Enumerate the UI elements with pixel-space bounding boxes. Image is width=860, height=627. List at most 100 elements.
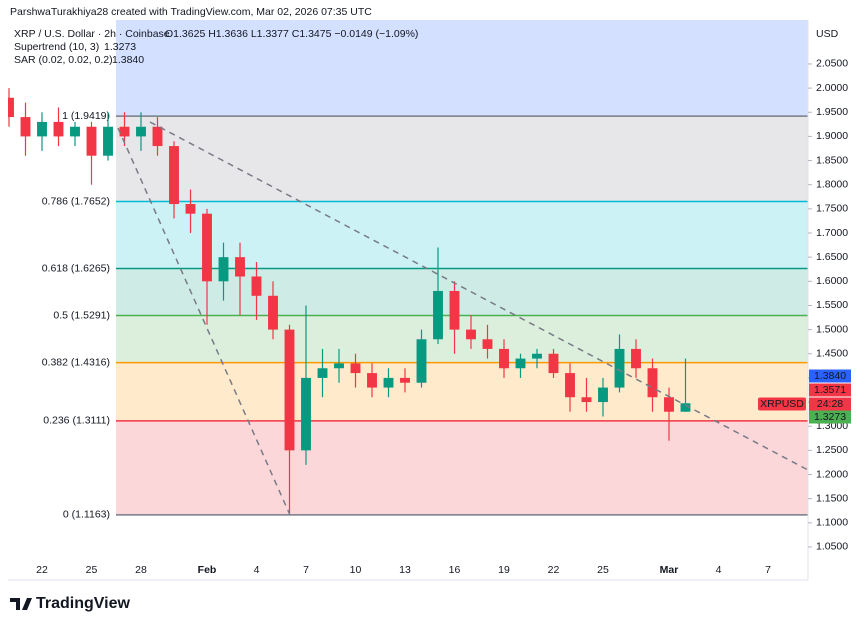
- high: H1.3636: [208, 28, 248, 40]
- candle-body: [8, 97, 14, 118]
- y-tick-label: 1.2000: [816, 468, 848, 480]
- candle-body: [482, 339, 493, 349]
- candle-body: [119, 126, 130, 137]
- y-tick-label: 1.8500: [816, 154, 848, 166]
- candle-body: [235, 257, 245, 277]
- price-tag-label: XRPUSD: [760, 398, 804, 410]
- price-tag: [809, 383, 851, 397]
- y-tick-label: 1.9500: [816, 106, 848, 118]
- candle-body: [383, 377, 394, 388]
- candle-body: [598, 387, 608, 403]
- y-tick-label: 1.7500: [816, 203, 848, 215]
- x-tick-label: 13: [399, 564, 411, 576]
- candle-body: [70, 126, 80, 137]
- candle-body: [367, 373, 377, 388]
- y-tick-label: 1.8000: [816, 178, 848, 190]
- x-tick-label: Feb: [198, 564, 217, 576]
- candle-body: [548, 353, 559, 374]
- fib-band: [116, 201, 808, 269]
- candle-body: [647, 368, 658, 398]
- x-tick-label: 19: [498, 564, 510, 576]
- fib-label: 0.5 (1.5291): [53, 309, 110, 321]
- y-tick-label: 1.1000: [816, 517, 848, 529]
- candle-body: [680, 403, 691, 412]
- indicator-value: 1.3273: [104, 41, 136, 53]
- candle-body: [581, 397, 592, 403]
- change: −0.0149 (−1.09%): [334, 28, 418, 40]
- candle-body: [301, 377, 311, 451]
- candle-body: [268, 295, 278, 330]
- x-tick-label: 4: [254, 564, 260, 576]
- trend-line: [149, 121, 808, 471]
- candle-body: [631, 348, 641, 369]
- price-tag: [758, 397, 806, 411]
- price-tag-label: 1.3273: [814, 411, 846, 423]
- candle-body: [515, 358, 526, 369]
- x-tick-label: 16: [449, 564, 461, 576]
- fib-label: 0.618 (1.6265): [42, 262, 110, 274]
- x-tick-label: 4: [716, 564, 722, 576]
- close: C1.3475: [292, 28, 332, 40]
- open: O1.3625: [165, 28, 205, 40]
- x-tick-label: 25: [597, 564, 609, 576]
- x-tick-label: 7: [765, 564, 771, 576]
- symbol: XRP / U.S. Dollar · 2h · Coinbase: [14, 28, 170, 40]
- logo-mark: [10, 598, 32, 610]
- x-tick-label: 28: [135, 564, 147, 576]
- indicator-name: SAR (0.02, 0.02, 0.2): [14, 54, 113, 66]
- countdown: 24:28: [817, 398, 843, 410]
- trend-lines: [117, 121, 808, 516]
- candle-body: [37, 121, 47, 137]
- candles: [8, 88, 691, 514]
- y-tick-label: 1.1500: [816, 492, 848, 504]
- y-tick-label: 2.0500: [816, 58, 848, 70]
- fib-label: 0.786 (1.7652): [42, 195, 110, 207]
- fib-band: [116, 420, 808, 515]
- candle-body: [532, 353, 542, 359]
- price-tag-label: 1.3840: [814, 370, 846, 382]
- candle-body: [317, 368, 328, 378]
- indicator-name: Supertrend (10, 3): [14, 41, 99, 53]
- candle-body: [466, 329, 476, 340]
- candle-body: [334, 363, 344, 369]
- y-tick-label: 1.7000: [816, 227, 848, 239]
- candle-body: [86, 126, 97, 156]
- fib-label: 0 (1.1163): [63, 509, 110, 521]
- price-tag: [809, 410, 851, 424]
- y-tick-label: 1.6500: [816, 251, 848, 263]
- candle-body: [136, 126, 146, 137]
- price-tag: [809, 397, 851, 411]
- x-tick-label: 7: [303, 564, 309, 576]
- x-tick-label: 25: [86, 564, 98, 576]
- candle-body: [202, 213, 212, 282]
- fib-bands: 1 (1.9419) 0.786 (1.7652) 0.618 (1.6265) 0.…: [42, 20, 808, 521]
- candle-body: [218, 257, 229, 282]
- candle-body: [185, 204, 196, 214]
- candle-body: [103, 126, 113, 156]
- trend-line: [117, 127, 291, 516]
- candle-body: [400, 377, 410, 383]
- low: L1.3377: [251, 28, 289, 40]
- fib-label: 1 (1.9419): [62, 110, 110, 122]
- price-tag: [809, 369, 851, 383]
- ohlc: O1.3625 H1.3636 L1.3377 C1.3475 −0.0149 …: [165, 28, 418, 40]
- indicator-value: 1.3840: [112, 54, 144, 66]
- fib-band: [116, 362, 808, 421]
- currency: USD: [816, 28, 839, 40]
- y-tick-label: 1.4500: [816, 348, 848, 360]
- price-tag-label: 1.3571: [814, 384, 846, 396]
- candle-body: [284, 329, 295, 451]
- y-tick-label: 1.5000: [816, 323, 848, 335]
- fib-label: 0.236 (1.3111): [43, 415, 110, 427]
- attribution: ParshwaTurakhiya28 created with TradingV…: [10, 6, 372, 18]
- y-tick-label: 1.5500: [816, 299, 848, 311]
- y-tick-label: 1.0500: [816, 541, 848, 553]
- candle-body: [614, 348, 625, 388]
- candle-body: [251, 276, 262, 296]
- candle-body: [433, 290, 443, 340]
- candle-body: [416, 339, 427, 383]
- x-tick-label: Mar: [660, 564, 679, 576]
- plot-area: [8, 20, 808, 560]
- brand: TradingView: [36, 595, 131, 612]
